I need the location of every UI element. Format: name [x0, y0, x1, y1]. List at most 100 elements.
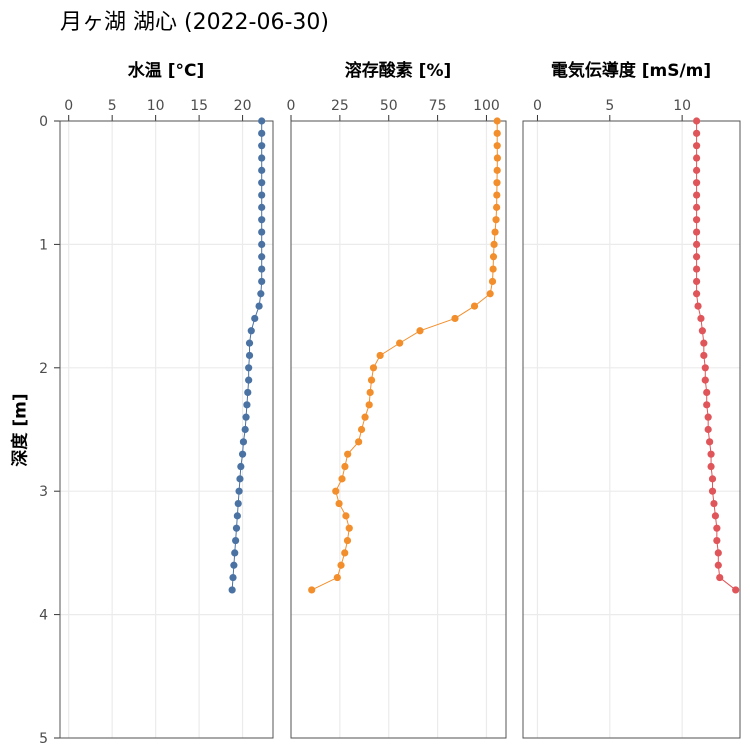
data-point-ec — [693, 290, 701, 298]
data-point-ec — [703, 401, 711, 409]
data-point-ec — [693, 129, 701, 137]
data-point-do — [493, 142, 501, 150]
data-point-do — [337, 561, 345, 569]
x-tick-label: 5 — [108, 98, 117, 114]
data-point-temperature — [258, 191, 266, 199]
data-point-temperature — [234, 499, 242, 508]
data-point-temperature — [258, 277, 266, 286]
data-point-ec — [707, 450, 715, 458]
data-point-do — [332, 487, 340, 495]
data-point-temperature — [241, 425, 249, 434]
data-point-ec — [700, 351, 708, 360]
data-point-temperature — [258, 117, 266, 125]
data-point-ec — [706, 438, 714, 446]
data-point-ec — [708, 487, 717, 495]
data-point-do — [338, 475, 346, 483]
data-point-do — [366, 388, 374, 397]
data-point-do — [491, 228, 499, 236]
x-tick-label: 0 — [533, 98, 542, 114]
data-point-temperature — [258, 265, 266, 273]
data-point-do — [486, 290, 494, 298]
panel-temperature: 0 5 10 15 20 — [59, 98, 274, 739]
panel-title-conductivity: 電気伝導度 [mS/m] — [550, 61, 712, 81]
x-tick-label: 5 — [605, 98, 614, 114]
data-point-do — [493, 179, 501, 187]
data-point-ec — [732, 586, 740, 594]
data-point-temperature — [245, 339, 254, 347]
data-point-ec — [704, 425, 712, 434]
y-tick-label: 2 — [39, 361, 48, 377]
x-tick-label: 50 — [380, 98, 398, 114]
data-point-ec — [693, 253, 701, 261]
data-point-do — [470, 302, 479, 310]
data-point-ec — [701, 364, 709, 372]
data-point-ec — [697, 314, 705, 323]
data-point-do — [489, 265, 497, 273]
data-point-temperature — [233, 512, 241, 520]
data-point-ec — [713, 536, 721, 545]
data-point-do — [493, 166, 501, 174]
data-point-temperature — [239, 438, 248, 446]
x-tick-label: 15 — [190, 98, 208, 114]
data-point-ec — [693, 203, 701, 211]
data-point-do — [489, 253, 498, 261]
x-tick-label: 100 — [473, 98, 500, 114]
y-tick-label: 5 — [39, 731, 48, 747]
data-point-do — [341, 549, 349, 557]
data-point-do — [493, 117, 501, 125]
data-point-temperature — [245, 364, 253, 372]
data-point-ec — [714, 561, 722, 569]
data-point-ec — [703, 388, 711, 397]
data-point-ec — [708, 475, 717, 483]
data-point-temperature — [245, 376, 253, 384]
data-point-do — [493, 203, 501, 211]
x-tick-label: 0 — [287, 98, 296, 114]
data-point-ec — [707, 462, 715, 471]
data-point-temperature — [232, 536, 240, 545]
x-tick-label: 10 — [673, 98, 691, 114]
data-point-temperature — [255, 302, 263, 310]
data-point-temperature — [229, 573, 237, 582]
data-point-ec — [693, 154, 701, 162]
data-point-ec — [694, 302, 702, 310]
data-point-do — [333, 573, 341, 582]
data-point-ec — [716, 573, 724, 582]
data-point-temperature — [247, 327, 255, 335]
data-point-do — [369, 364, 378, 372]
data-point-ec — [693, 277, 701, 286]
data-point-temperature — [228, 586, 236, 594]
data-point-do — [492, 216, 500, 224]
data-point-do — [490, 240, 498, 248]
data-point-do — [367, 376, 376, 384]
data-point-ec — [693, 179, 701, 187]
x-tick-label: 25 — [331, 98, 349, 114]
data-point-do — [341, 462, 349, 471]
data-point-do — [342, 512, 350, 520]
y-tick-label: 3 — [39, 484, 48, 500]
chart-title: 月ヶ湖 湖心 (2022-06-30) — [60, 10, 330, 35]
data-point-temperature — [235, 487, 243, 495]
x-tick-label: 10 — [147, 98, 165, 114]
panel-frame — [59, 120, 274, 739]
panel-title-temperature: 水温 [°C] — [127, 61, 205, 81]
data-point-do — [343, 536, 352, 545]
data-point-ec — [713, 524, 721, 532]
data-point-do — [345, 524, 353, 532]
data-point-do — [335, 499, 343, 508]
data-point-temperature — [258, 154, 266, 162]
data-point-temperature — [230, 561, 238, 569]
data-point-temperature — [258, 129, 266, 137]
data-point-ec — [710, 499, 718, 508]
data-point-ec — [693, 240, 701, 248]
data-point-temperature — [242, 413, 250, 421]
data-point-do — [451, 314, 459, 323]
data-point-temperature — [258, 253, 266, 261]
y-tick-label: 1 — [39, 237, 48, 253]
data-point-temperature — [232, 524, 241, 532]
data-point-temperature — [237, 462, 245, 471]
panel-do: 0 25 50 75 100 — [287, 98, 507, 739]
data-point-ec — [693, 142, 701, 150]
data-point-temperature — [236, 475, 244, 483]
data-point-ec — [693, 191, 701, 199]
